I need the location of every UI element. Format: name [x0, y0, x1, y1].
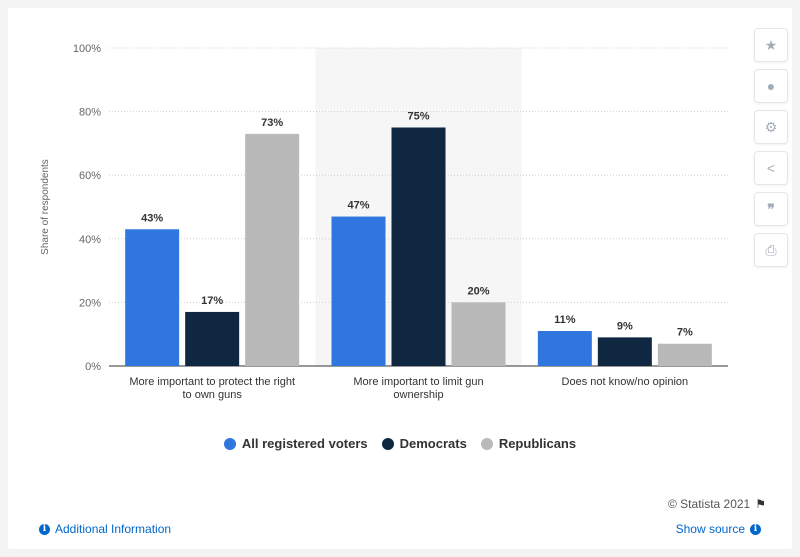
quote-icon: ❞	[767, 200, 775, 217]
y-tick-label: 0%	[85, 361, 101, 373]
flag-icon[interactable]: ⚑	[755, 497, 766, 511]
data-label: 11%	[554, 314, 576, 326]
show-source-link[interactable]: Show source i	[676, 522, 766, 536]
sidebar-toolbar: ★ ● ⚙ < ❞ ⎙	[754, 28, 788, 274]
share-button[interactable]: <	[754, 151, 788, 185]
legend-label: Democrats	[399, 436, 467, 451]
bar	[391, 127, 446, 366]
bar-chart: 0% 20% 40% 60% 80% 100% Share of respondents 43…	[40, 43, 728, 401]
y-tick-label: 100%	[73, 43, 101, 55]
data-label: 43%	[141, 212, 163, 224]
y-tick-label: 40%	[79, 234, 101, 246]
bell-icon: ●	[766, 78, 776, 94]
y-tick-label: 80%	[79, 107, 101, 119]
legend-item-all-registered-voters[interactable]: All registered voters	[223, 436, 368, 451]
bar	[245, 133, 300, 366]
x-category-label: More important to protect the right	[129, 376, 295, 388]
info-icon: i	[750, 523, 761, 535]
legend-marker	[381, 437, 394, 450]
bar	[451, 302, 506, 366]
data-label: 73%	[261, 117, 283, 129]
y-axis-title: Share of respondents	[40, 159, 51, 255]
notification-button[interactable]: ●	[754, 69, 788, 103]
bar	[185, 311, 240, 366]
gear-icon: ⚙	[764, 118, 778, 135]
info-icon: i	[39, 523, 50, 535]
bar	[657, 343, 712, 366]
x-category-label: More important to limit gun	[353, 376, 483, 388]
legend-label: All registered voters	[241, 436, 368, 451]
legend-item-democrats[interactable]: Democrats	[381, 436, 467, 451]
y-tick-label: 60%	[79, 170, 101, 182]
share-icon: <	[766, 160, 776, 176]
bar	[125, 229, 180, 366]
copyright: © Statista 2021 ⚑	[668, 497, 766, 511]
data-label: 7%	[677, 327, 693, 339]
x-category-label: Does not know/no opinion	[562, 376, 689, 388]
x-category-label: ownership	[393, 389, 443, 401]
star-icon: ★	[764, 36, 778, 53]
legend-item-republicans[interactable]: Republicans	[480, 436, 577, 451]
favorite-button[interactable]: ★	[754, 28, 788, 62]
print-icon: ⎙	[765, 241, 777, 258]
additional-information-label: Additional Information	[55, 522, 172, 536]
bar	[331, 216, 386, 366]
bar	[597, 337, 652, 366]
data-label: 20%	[467, 285, 489, 297]
data-label: 75%	[407, 111, 429, 123]
data-label: 17%	[201, 295, 223, 307]
legend: All registered voters Democrats Republic…	[8, 436, 792, 451]
legend-marker	[480, 437, 493, 450]
bar	[537, 331, 592, 366]
legend-marker	[223, 437, 236, 450]
settings-button[interactable]: ⚙	[754, 110, 788, 144]
data-label: 9%	[617, 320, 633, 332]
print-button[interactable]: ⎙	[754, 233, 788, 267]
data-label: 47%	[347, 200, 369, 212]
y-tick-label: 20%	[79, 297, 101, 309]
show-source-label: Show source	[675, 522, 745, 536]
x-category-label: to own guns	[183, 389, 243, 401]
legend-label: Republicans	[498, 436, 577, 451]
chart-card: 0% 20% 40% 60% 80% 100% Share of respondents 43…	[8, 8, 792, 549]
copyright-text: © Statista 2021	[668, 497, 751, 511]
additional-information-link[interactable]: i Additional Information	[34, 522, 171, 536]
cite-button[interactable]: ❞	[754, 192, 788, 226]
